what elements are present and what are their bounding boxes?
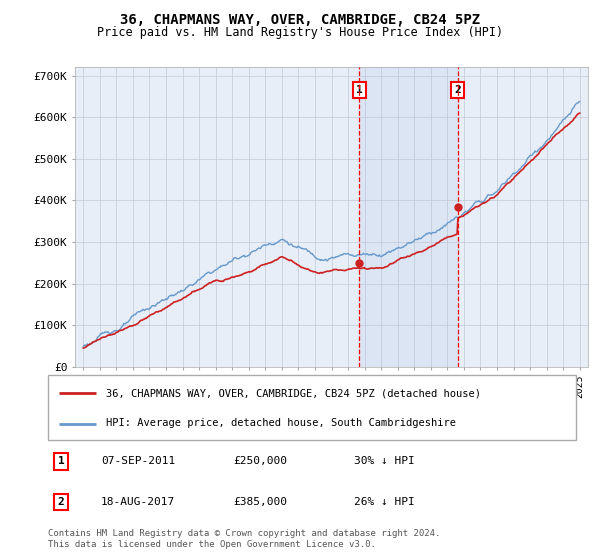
Text: 07-SEP-2011: 07-SEP-2011: [101, 456, 175, 466]
Text: £385,000: £385,000: [233, 497, 287, 507]
FancyBboxPatch shape: [48, 375, 576, 440]
Text: 1: 1: [356, 85, 362, 95]
Text: Contains HM Land Registry data © Crown copyright and database right 2024.
This d: Contains HM Land Registry data © Crown c…: [48, 529, 440, 549]
Text: £250,000: £250,000: [233, 456, 287, 466]
Text: 26% ↓ HPI: 26% ↓ HPI: [354, 497, 415, 507]
Text: 2: 2: [58, 497, 65, 507]
Bar: [359, 67, 458, 367]
Text: 18-AUG-2017: 18-AUG-2017: [101, 497, 175, 507]
Text: 30% ↓ HPI: 30% ↓ HPI: [354, 456, 415, 466]
Text: 2: 2: [454, 85, 461, 95]
Text: HPI: Average price, detached house, South Cambridgeshire: HPI: Average price, detached house, Sout…: [106, 418, 456, 428]
Text: 36, CHAPMANS WAY, OVER, CAMBRIDGE, CB24 5PZ: 36, CHAPMANS WAY, OVER, CAMBRIDGE, CB24 …: [120, 13, 480, 27]
Text: Price paid vs. HM Land Registry's House Price Index (HPI): Price paid vs. HM Land Registry's House …: [97, 26, 503, 39]
Text: 36, CHAPMANS WAY, OVER, CAMBRIDGE, CB24 5PZ (detached house): 36, CHAPMANS WAY, OVER, CAMBRIDGE, CB24 …: [106, 388, 481, 398]
Text: 1: 1: [58, 456, 65, 466]
